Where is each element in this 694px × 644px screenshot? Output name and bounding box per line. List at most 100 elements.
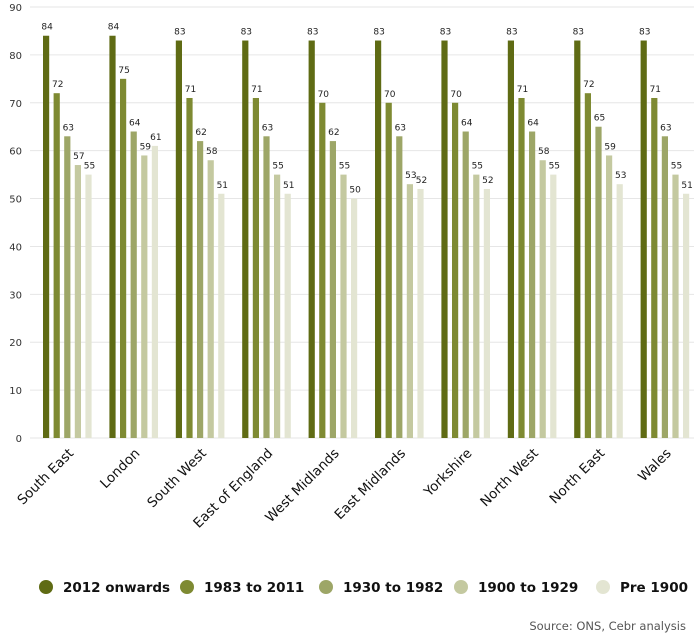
data-label: 83 — [639, 28, 650, 38]
bar — [406, 184, 413, 438]
legend-label: Pre 1900 — [620, 580, 688, 596]
bar — [683, 193, 690, 438]
bar — [151, 145, 158, 438]
source-note: Source: ONS, Cebr analysis — [529, 619, 686, 633]
data-label: 51 — [681, 181, 692, 191]
bar — [574, 40, 581, 439]
data-label: 55 — [272, 162, 283, 172]
y-tick-label: 80 — [9, 51, 22, 62]
data-label: 83 — [506, 28, 517, 38]
data-label: 55 — [84, 162, 95, 172]
bar — [661, 136, 668, 439]
bar — [207, 160, 214, 438]
legend-label: 1930 to 1982 — [343, 580, 443, 596]
bar — [252, 97, 259, 438]
data-label: 72 — [52, 80, 63, 90]
bar — [452, 102, 459, 439]
bar — [672, 174, 679, 438]
legend-swatch — [39, 580, 53, 594]
data-label: 83 — [440, 28, 451, 38]
bar — [120, 78, 127, 438]
data-label: 72 — [583, 80, 594, 90]
bar — [584, 93, 591, 438]
data-label: 71 — [251, 85, 262, 95]
bar — [441, 40, 448, 439]
x-category-label: Yorkshire — [420, 446, 475, 501]
data-label: 55 — [549, 162, 560, 172]
data-label: 83 — [573, 28, 584, 38]
data-label: 63 — [262, 123, 273, 133]
bar — [85, 174, 92, 438]
bar — [385, 102, 392, 439]
data-label: 83 — [241, 28, 252, 38]
x-category-label: Wales — [635, 446, 674, 485]
data-label: 62 — [328, 128, 339, 138]
data-label: 84 — [108, 23, 120, 33]
data-label: 63 — [660, 123, 671, 133]
bar — [529, 131, 536, 438]
y-axis-ticks: 0 10 20 30 40 50 60 70 80 90 — [9, 3, 22, 445]
data-label: 52 — [482, 176, 493, 186]
legend-label: 1900 to 1929 — [478, 580, 578, 596]
x-category-label: London — [97, 446, 143, 492]
bar — [616, 184, 623, 438]
data-label: 65 — [594, 114, 605, 124]
bar — [64, 136, 71, 439]
x-category-label: East Midlands — [332, 446, 409, 523]
bar — [473, 174, 480, 438]
data-label: 83 — [373, 28, 384, 38]
y-tick-label: 60 — [9, 147, 22, 158]
data-label: 62 — [195, 128, 206, 138]
bar — [539, 160, 546, 438]
y-tick-label: 0 — [16, 434, 22, 445]
data-label: 64 — [129, 119, 141, 129]
legend-swatch — [454, 580, 468, 594]
data-label: 51 — [217, 181, 228, 191]
bar — [263, 136, 270, 439]
y-tick-label: 50 — [9, 195, 22, 206]
data-labels: 8472635755847564596183716258518371635551… — [41, 23, 692, 196]
x-category-label: South East — [14, 446, 77, 509]
bar — [375, 40, 382, 439]
bar — [43, 35, 50, 438]
bar — [186, 97, 193, 438]
bar — [483, 188, 490, 438]
bar — [197, 141, 204, 439]
y-tick-label: 40 — [9, 242, 22, 253]
data-label: 71 — [650, 85, 661, 95]
data-label: 64 — [527, 119, 539, 129]
bar — [53, 93, 60, 438]
bar — [351, 198, 358, 438]
data-label: 75 — [118, 66, 129, 76]
bar — [319, 102, 326, 439]
bar — [308, 40, 315, 439]
data-label: 52 — [416, 176, 427, 186]
bar — [595, 126, 602, 438]
y-tick-label: 90 — [9, 3, 22, 14]
bar — [109, 35, 116, 438]
data-label: 70 — [318, 90, 330, 100]
data-label: 55 — [472, 162, 483, 172]
data-label: 83 — [174, 28, 185, 38]
legend-label: 1983 to 2011 — [204, 580, 304, 596]
bar — [175, 40, 182, 439]
legend: 2012 onwards 1983 to 2011 1930 to 1982 1900… — [39, 580, 688, 596]
bar — [284, 193, 291, 438]
data-label: 84 — [41, 23, 53, 33]
bar — [141, 155, 148, 438]
x-category-label: South West — [144, 446, 210, 512]
bar — [74, 165, 81, 439]
bar — [518, 97, 525, 438]
legend-label: 2012 onwards — [63, 580, 170, 596]
data-label: 61 — [150, 133, 161, 143]
bar — [507, 40, 514, 439]
legend-swatch — [596, 580, 610, 594]
data-label: 57 — [73, 152, 84, 162]
data-label: 63 — [395, 123, 406, 133]
x-category-label: North West — [477, 446, 542, 511]
bar — [417, 188, 424, 438]
bars — [43, 35, 690, 439]
bar — [640, 40, 647, 439]
